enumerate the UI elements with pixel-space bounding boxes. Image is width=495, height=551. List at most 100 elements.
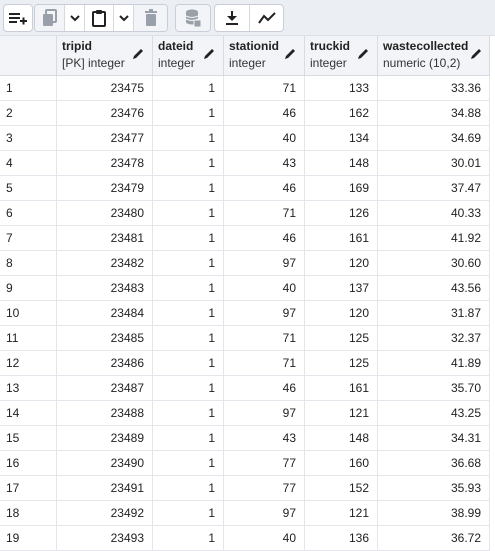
dateid-cell[interactable]: 1 [152, 476, 223, 501]
wastecollected-cell[interactable]: 40.33 [377, 201, 490, 226]
stationid-cell[interactable]: 77 [223, 451, 304, 476]
stationid-cell[interactable]: 97 [223, 251, 304, 276]
tripid-cell[interactable]: 23477 [56, 126, 152, 151]
table-row[interactable]: 17 23491 1 77 152 35.93 [0, 476, 490, 501]
dateid-cell[interactable]: 1 [152, 76, 223, 101]
truckid-cell[interactable]: 134 [304, 126, 377, 151]
table-row[interactable]: 13 23487 1 46 161 35.70 [0, 376, 490, 401]
stationid-cell[interactable]: 77 [223, 476, 304, 501]
dateid-cell[interactable]: 1 [152, 126, 223, 151]
stationid-cell[interactable]: 43 [223, 151, 304, 176]
table-row[interactable]: 8 23482 1 97 120 30.60 [0, 251, 490, 276]
dateid-cell[interactable]: 1 [152, 276, 223, 301]
dateid-cell[interactable]: 1 [152, 501, 223, 526]
tripid-cell[interactable]: 23488 [56, 401, 152, 426]
truckid-cell[interactable]: 169 [304, 176, 377, 201]
table-row[interactable]: 1 23475 1 71 133 33.36 [0, 76, 490, 101]
tripid-cell[interactable]: 23490 [56, 451, 152, 476]
pencil-icon[interactable] [283, 47, 297, 61]
save-data-button[interactable] [176, 5, 210, 31]
pencil-icon[interactable] [131, 47, 145, 61]
truckid-cell[interactable]: 148 [304, 426, 377, 451]
table-row[interactable]: 12 23486 1 71 125 41.89 [0, 351, 490, 376]
truckid-cell[interactable]: 133 [304, 76, 377, 101]
tripid-cell[interactable]: 23482 [56, 251, 152, 276]
tripid-cell[interactable]: 23480 [56, 201, 152, 226]
pencil-icon[interactable] [202, 47, 216, 61]
table-row[interactable]: 19 23493 1 40 136 36.72 [0, 526, 490, 551]
column-header-wastecollected[interactable]: wastecollected numeric (10,2) [377, 36, 490, 76]
wastecollected-cell[interactable]: 30.60 [377, 251, 490, 276]
dateid-cell[interactable]: 1 [152, 101, 223, 126]
dateid-cell[interactable]: 1 [152, 226, 223, 251]
stationid-cell[interactable]: 43 [223, 426, 304, 451]
wastecollected-cell[interactable]: 36.72 [377, 526, 490, 551]
dateid-cell[interactable]: 1 [152, 326, 223, 351]
truckid-cell[interactable]: 160 [304, 451, 377, 476]
tripid-cell[interactable]: 23484 [56, 301, 152, 326]
download-button[interactable] [215, 5, 249, 31]
table-row[interactable]: 7 23481 1 46 161 41.92 [0, 226, 490, 251]
delete-button[interactable] [133, 5, 167, 31]
tripid-cell[interactable]: 23478 [56, 151, 152, 176]
table-row[interactable]: 15 23489 1 43 148 34.31 [0, 426, 490, 451]
table-row[interactable]: 18 23492 1 97 121 38.99 [0, 501, 490, 526]
dateid-cell[interactable]: 1 [152, 401, 223, 426]
dateid-cell[interactable]: 1 [152, 426, 223, 451]
dateid-cell[interactable]: 1 [152, 176, 223, 201]
wastecollected-cell[interactable]: 33.36 [377, 76, 490, 101]
table-row[interactable]: 11 23485 1 71 125 32.37 [0, 326, 490, 351]
truckid-cell[interactable]: 120 [304, 301, 377, 326]
truckid-cell[interactable]: 121 [304, 501, 377, 526]
table-row[interactable]: 3 23477 1 40 134 34.69 [0, 126, 490, 151]
stationid-cell[interactable]: 71 [223, 326, 304, 351]
table-row[interactable]: 10 23484 1 97 120 31.87 [0, 301, 490, 326]
tripid-cell[interactable]: 23486 [56, 351, 152, 376]
stationid-cell[interactable]: 46 [223, 226, 304, 251]
tripid-cell[interactable]: 23489 [56, 426, 152, 451]
tripid-cell[interactable]: 23491 [56, 476, 152, 501]
dateid-cell[interactable]: 1 [152, 151, 223, 176]
wastecollected-cell[interactable]: 38.99 [377, 501, 490, 526]
add-row-button[interactable] [4, 5, 32, 31]
wastecollected-cell[interactable]: 32.37 [377, 326, 490, 351]
stationid-cell[interactable]: 97 [223, 401, 304, 426]
table-row[interactable]: 4 23478 1 43 148 30.01 [0, 151, 490, 176]
column-header-truckid[interactable]: truckid integer [304, 36, 377, 76]
truckid-cell[interactable]: 137 [304, 276, 377, 301]
dateid-cell[interactable]: 1 [152, 451, 223, 476]
stationid-cell[interactable]: 46 [223, 101, 304, 126]
truckid-cell[interactable]: 161 [304, 226, 377, 251]
wastecollected-cell[interactable]: 30.01 [377, 151, 490, 176]
tripid-cell[interactable]: 23481 [56, 226, 152, 251]
dateid-cell[interactable]: 1 [152, 201, 223, 226]
table-row[interactable]: 16 23490 1 77 160 36.68 [0, 451, 490, 476]
pencil-icon[interactable] [356, 47, 370, 61]
stationid-cell[interactable]: 40 [223, 526, 304, 551]
stationid-cell[interactable]: 71 [223, 76, 304, 101]
wastecollected-cell[interactable]: 34.88 [377, 101, 490, 126]
truckid-cell[interactable]: 161 [304, 376, 377, 401]
table-row[interactable]: 5 23479 1 46 169 37.47 [0, 176, 490, 201]
stationid-cell[interactable]: 97 [223, 301, 304, 326]
truckid-cell[interactable]: 126 [304, 201, 377, 226]
tripid-cell[interactable]: 23479 [56, 176, 152, 201]
column-header-tripid[interactable]: tripid [PK] integer [56, 36, 152, 76]
table-row[interactable]: 2 23476 1 46 162 34.88 [0, 101, 490, 126]
tripid-cell[interactable]: 23487 [56, 376, 152, 401]
tripid-cell[interactable]: 23483 [56, 276, 152, 301]
wastecollected-cell[interactable]: 41.89 [377, 351, 490, 376]
tripid-cell[interactable]: 23492 [56, 501, 152, 526]
stationid-cell[interactable]: 71 [223, 201, 304, 226]
stationid-cell[interactable]: 40 [223, 126, 304, 151]
tripid-cell[interactable]: 23485 [56, 326, 152, 351]
tripid-cell[interactable]: 23493 [56, 526, 152, 551]
dateid-cell[interactable]: 1 [152, 251, 223, 276]
column-header-stationid[interactable]: stationid integer [223, 36, 304, 76]
stationid-cell[interactable]: 40 [223, 276, 304, 301]
copy-button[interactable] [35, 5, 64, 31]
tripid-cell[interactable]: 23476 [56, 101, 152, 126]
truckid-cell[interactable]: 120 [304, 251, 377, 276]
paste-button[interactable] [84, 5, 113, 31]
table-row[interactable]: 9 23483 1 40 137 43.56 [0, 276, 490, 301]
